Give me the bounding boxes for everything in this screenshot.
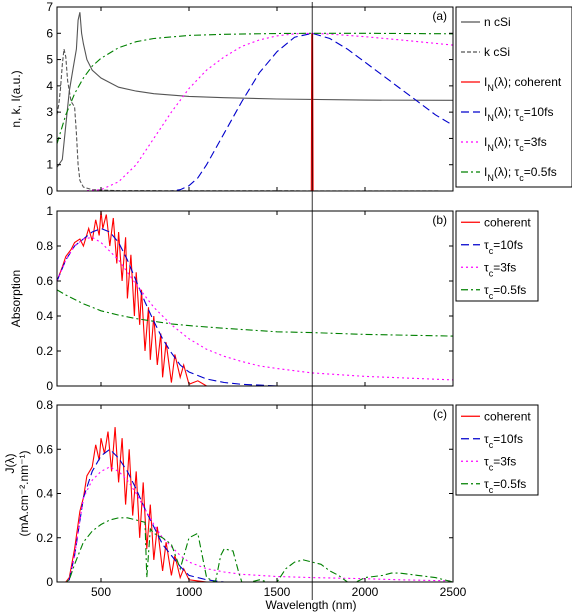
plot-frame [56, 6, 454, 192]
series-line-2 [57, 32, 453, 191]
x-tick-label: 2500 [440, 585, 467, 599]
legend: coherent τc=10fs τc=3fs τc=0.5fs [455, 210, 539, 302]
y-tick-label: 0 [46, 379, 53, 393]
y-tick-label: 0.6 [36, 274, 53, 288]
panel-label: (a) [432, 9, 447, 23]
series-line-0 [57, 12, 453, 168]
legend-box [455, 404, 539, 496]
series-line-0 [57, 211, 453, 386]
legend-label: k cSi [484, 45, 510, 59]
x-tick-label: 2000 [352, 585, 379, 599]
series-line-1 [57, 227, 453, 386]
panel-label: (c) [433, 407, 447, 421]
panel-0: 0 1 2 3 4 5 6 7 (a) n, k, I(a.u.) n cSi k cSi IN(λ);… [9, 0, 572, 198]
legend-label: IN(λ); coherent [484, 75, 562, 93]
y-tick-label: 0 [46, 184, 53, 198]
y-tick-label: 0.6 [36, 442, 53, 456]
y-tick-label: 3 [46, 105, 53, 119]
series-line-1 [57, 448, 453, 582]
legend-label: τc=0.5fs [484, 283, 526, 301]
y-tick-label: 4 [46, 79, 53, 93]
legend-label: τc=10fs [484, 238, 523, 256]
series-group [57, 211, 453, 386]
legend-label: n cSi [484, 15, 511, 29]
y-tick-label: 6 [46, 26, 53, 40]
y-tick-label: 2 [46, 131, 53, 145]
y-axis-label: n, k, I(a.u.) [9, 70, 23, 127]
y-tick-label: 0.4 [36, 309, 53, 323]
plot-frame [56, 404, 454, 583]
legend-label: IN(λ); τc=10fs [484, 105, 553, 123]
series-line-3 [57, 289, 453, 337]
panel-label: (b) [432, 213, 447, 227]
panel-1: 0 0.2 0.4 0.6 0.8 1 (b) Absorption coherent τc=10… [9, 204, 539, 393]
y-tick-label: 5 [46, 53, 53, 67]
legend-label: τc=3fs [484, 454, 516, 472]
y-tick-label: 0.2 [36, 531, 53, 545]
legend: n cSi k cSi IN(λ); coherent IN(λ); τc=10fs I… [455, 6, 572, 188]
y-tick-label: 0.8 [36, 398, 53, 412]
y-tick-label: 0.8 [36, 239, 53, 253]
series-line-5 [57, 32, 453, 144]
y-tick-label: 1 [46, 204, 53, 218]
y-tick-label: 0 [46, 575, 53, 589]
series-line-3 [57, 32, 453, 191]
legend-label: τc=10fs [484, 432, 523, 450]
y-tick-label: 1 [46, 158, 53, 172]
series-line-4 [57, 32, 453, 191]
legend-label: coherent [484, 215, 531, 229]
series-group [57, 12, 453, 191]
y-tick-label: 0.4 [36, 487, 53, 501]
panel-2: 0 0.2 0.4 0.6 0.8 500 1000 1500 2000 2500 (c) J(λ)(… [3, 398, 539, 599]
series-group [57, 427, 453, 582]
series-line-2 [57, 466, 453, 582]
series-line-1 [57, 48, 453, 191]
series-line-3 [57, 517, 453, 582]
x-axis-label: Wavelength (nm) [266, 598, 357, 612]
legend-label: τc=0.5fs [484, 477, 526, 495]
y-tick-label: 0.2 [36, 344, 53, 358]
x-tick-label: 500 [91, 585, 111, 599]
plot-frame [56, 210, 454, 387]
y-tick-label: 7 [46, 0, 53, 14]
y-axis-label: J(λ) [3, 454, 17, 474]
legend-box [455, 210, 539, 302]
legend-label: IN(λ); τc=3fs [484, 135, 547, 153]
legend-label: coherent [484, 409, 531, 423]
legend-label: τc=3fs [484, 260, 516, 278]
legend: coherent τc=10fs τc=3fs τc=0.5fs [455, 404, 539, 496]
y-axis-label-units: (mA.cm⁻².nm⁻¹) [17, 451, 31, 537]
series-line-2 [57, 236, 453, 381]
legend-label: IN(λ); τc=0.5fs [484, 165, 557, 183]
series-line-0 [57, 427, 453, 582]
legend-box [455, 6, 572, 188]
y-axis-label: Absorption [9, 270, 23, 327]
x-tick-label: 1500 [264, 585, 291, 599]
x-tick-label: 1000 [176, 585, 203, 599]
